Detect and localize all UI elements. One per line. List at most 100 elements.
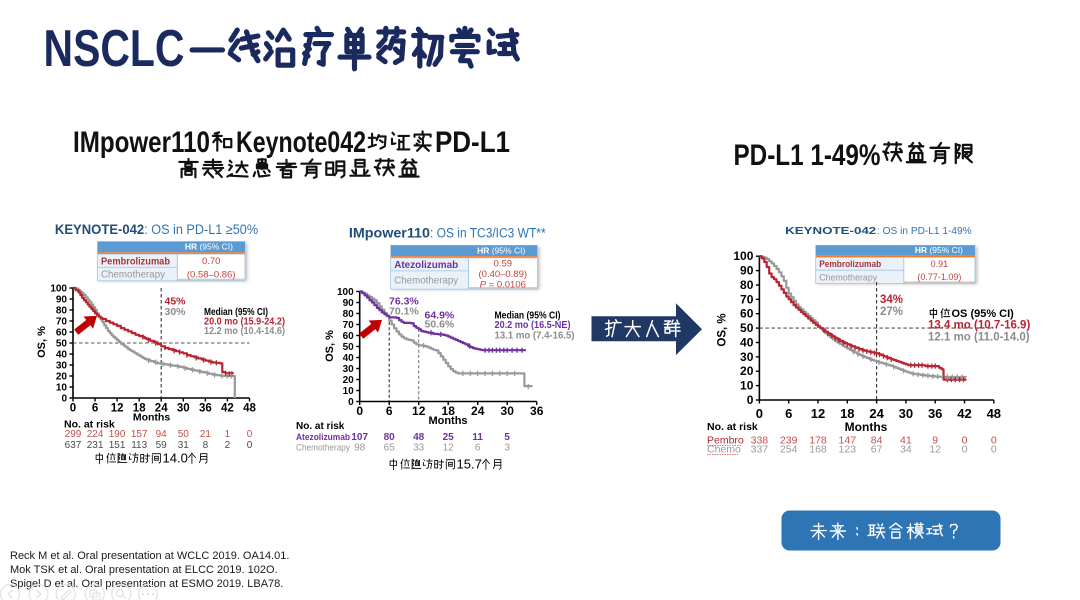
svg-text:12: 12 <box>111 403 124 415</box>
svg-text:NSCLC: NSCLC <box>44 20 185 78</box>
svg-text:: OS in PD-L1 ≥50%: : OS in PD-L1 ≥50% <box>144 222 258 237</box>
svg-text:30: 30 <box>177 403 190 415</box>
svg-text:18: 18 <box>442 404 456 418</box>
svg-text:0: 0 <box>962 444 968 456</box>
svg-text:PD-L1: PD-L1 <box>435 126 510 159</box>
svg-text:0: 0 <box>247 440 253 451</box>
svg-text:Mok TSK et al. Oral presentati: Mok TSK et al. Oral presentation at ELCC… <box>10 564 278 576</box>
svg-text:48: 48 <box>987 406 1001 421</box>
svg-text:12.1 mo (11.0-14.0): 12.1 mo (11.0-14.0) <box>928 332 1030 344</box>
svg-text:IMpower110: IMpower110 <box>349 225 430 240</box>
svg-text:0: 0 <box>356 404 363 418</box>
svg-text:34%: 34% <box>880 294 903 306</box>
svg-text:299: 299 <box>65 429 82 440</box>
svg-text:45%: 45% <box>165 296 187 308</box>
svg-text:0: 0 <box>247 429 253 440</box>
svg-text:HR (95% CI): HR (95% CI) <box>477 245 525 255</box>
svg-text:40: 40 <box>56 350 68 361</box>
svg-text:0: 0 <box>348 397 354 408</box>
svg-text:2: 2 <box>225 440 231 451</box>
svg-text:: OS in PD-L1 1-49%: : OS in PD-L1 1-49% <box>877 225 972 237</box>
svg-text:157: 157 <box>131 429 148 440</box>
svg-text:254: 254 <box>780 444 798 456</box>
svg-text:20: 20 <box>740 364 754 378</box>
svg-text:42: 42 <box>957 406 971 421</box>
svg-text:239: 239 <box>780 435 798 447</box>
svg-text:70: 70 <box>56 317 68 328</box>
svg-text:P = 0.0106: P = 0.0106 <box>480 279 526 290</box>
svg-text:60: 60 <box>56 328 68 339</box>
svg-text:IMpower110: IMpower110 <box>73 126 210 159</box>
svg-text:Chemotherapy: Chemotherapy <box>819 272 877 283</box>
svg-text:41: 41 <box>900 435 912 447</box>
svg-text:90: 90 <box>343 298 355 309</box>
svg-text:PD-L1 1-49%: PD-L1 1-49% <box>734 139 881 172</box>
svg-text:36: 36 <box>199 403 212 415</box>
svg-text:50: 50 <box>56 339 68 350</box>
svg-text:113: 113 <box>131 440 147 451</box>
svg-text:76.3%: 76.3% <box>389 296 419 308</box>
svg-text:Pembrolizumab: Pembrolizumab <box>101 256 170 267</box>
svg-text:Reck M et al. Oral presentatio: Reck M et al. Oral presentation at WCLC … <box>10 550 289 562</box>
svg-text:70: 70 <box>343 320 355 331</box>
svg-text:31: 31 <box>178 440 190 451</box>
svg-text:48: 48 <box>243 403 256 415</box>
svg-text:100: 100 <box>337 287 354 298</box>
svg-text:HR (95% CI): HR (95% CI) <box>915 245 963 255</box>
svg-text:: OS in TC3/IC3 WT**: : OS in TC3/IC3 WT** <box>430 225 546 240</box>
svg-text:42: 42 <box>221 403 234 415</box>
svg-text:8: 8 <box>203 440 209 451</box>
svg-text:6: 6 <box>92 403 98 415</box>
svg-text:OS, %: OS, % <box>36 326 48 358</box>
svg-text:231: 231 <box>87 440 104 451</box>
svg-text:OS, %: OS, % <box>324 330 336 362</box>
svg-text:0: 0 <box>756 406 763 421</box>
svg-text:KEYNOTE-042: KEYNOTE-042 <box>55 222 144 237</box>
svg-text:18: 18 <box>133 403 146 415</box>
svg-text:48: 48 <box>413 432 425 443</box>
svg-text:0: 0 <box>991 444 997 456</box>
svg-text:Chemo: Chemo <box>707 444 741 456</box>
svg-text:80: 80 <box>740 278 754 292</box>
svg-text:OS (95% CI): OS (95% CI) <box>952 308 1015 320</box>
svg-text:Median (95% CI): Median (95% CI) <box>204 306 268 318</box>
svg-text:50: 50 <box>343 342 355 353</box>
svg-text:94: 94 <box>156 429 168 440</box>
svg-text:12: 12 <box>443 443 455 454</box>
svg-text:6: 6 <box>475 443 481 454</box>
svg-text:13.4 mo (10.7-16.9): 13.4 mo (10.7-16.9) <box>928 320 1030 332</box>
svg-text:168: 168 <box>809 444 827 456</box>
svg-text:12: 12 <box>811 406 825 421</box>
svg-text:(0.77-1.09): (0.77-1.09) <box>917 272 961 282</box>
svg-text:15.7: 15.7 <box>457 456 482 471</box>
svg-text:36: 36 <box>928 406 942 421</box>
svg-text:70.1%: 70.1% <box>389 306 419 318</box>
svg-text:30: 30 <box>56 361 68 372</box>
svg-text:33: 33 <box>413 443 425 454</box>
svg-text:5: 5 <box>504 432 510 443</box>
svg-text:10: 10 <box>740 379 754 393</box>
svg-text:190: 190 <box>109 429 126 440</box>
svg-text:Chemotherapy: Chemotherapy <box>296 443 350 454</box>
svg-text:10: 10 <box>343 386 355 397</box>
svg-text:30: 30 <box>740 350 754 364</box>
svg-text:20.2 mo (16.5-NE): 20.2 mo (16.5-NE) <box>495 319 571 331</box>
svg-text:Months: Months <box>428 415 467 427</box>
svg-text:20.0 mo (15.9-24.2): 20.0 mo (15.9-24.2) <box>204 316 285 328</box>
svg-text:147: 147 <box>839 435 857 447</box>
svg-text:36: 36 <box>530 404 544 418</box>
svg-text:25: 25 <box>443 432 455 443</box>
svg-text:Pembro: Pembro <box>707 435 744 447</box>
svg-text:3: 3 <box>504 443 510 454</box>
svg-text:50: 50 <box>740 321 754 335</box>
svg-text:HR (95% CI): HR (95% CI) <box>185 242 233 252</box>
svg-text:No. at risk: No. at risk <box>707 421 758 433</box>
svg-text:64.9%: 64.9% <box>425 310 455 322</box>
svg-text:90: 90 <box>740 264 754 278</box>
svg-text:14.0: 14.0 <box>163 450 188 465</box>
svg-text:123: 123 <box>839 444 857 456</box>
svg-text:30: 30 <box>343 364 355 375</box>
svg-text:Atezolizumab: Atezolizumab <box>394 260 458 271</box>
svg-text:338: 338 <box>751 435 769 447</box>
svg-text:0.70: 0.70 <box>202 256 221 267</box>
